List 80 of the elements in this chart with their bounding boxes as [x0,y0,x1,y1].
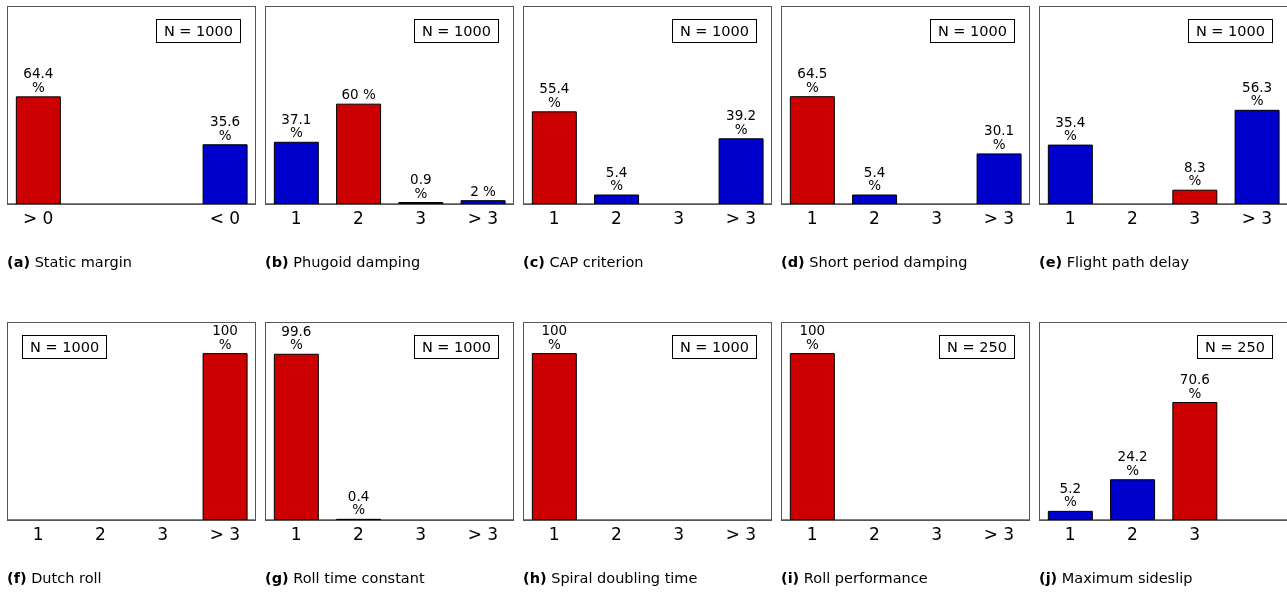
annotation: N = 1000 [413,335,499,359]
text: (g) Roll time constant [265,570,426,586]
x-tick-label: 2 [868,208,880,229]
x-tick-label: 1 [1064,208,1076,229]
x-tick-label: 3 [673,524,685,545]
x-tick-label: 3 [157,524,169,545]
annotation: N = 1000 [671,335,757,359]
x-tick-label: 3 [415,524,427,545]
text: (b) Phugoid damping [265,254,422,270]
data-label: 8.3 % [1184,158,1206,189]
data-label: 37.1 % [281,110,312,141]
data-label: 2 % [470,182,497,199]
data-label: 5.2 % [1059,479,1082,510]
x-tick-label: 2 [352,208,364,229]
x-tick-label: > 3 [725,524,757,545]
data-label: 5.4 % [863,163,886,194]
x-tick-label: > 3 [467,524,499,545]
x-tick-label: 2 [94,524,106,545]
text: (c) CAP criterion [523,254,645,270]
x-tick-label: 3 [931,524,943,545]
x-tick-label: > 3 [1241,208,1273,229]
x-tick-label: 2 [610,208,622,229]
x-tick-label: 3 [1189,524,1201,545]
x-tick-label: > 3 [209,524,241,545]
x-tick-label: 2 [1126,208,1138,229]
data-label: 30.1 % [984,122,1015,152]
x-tick-label: > 0 [22,208,54,229]
data-label: 56.3 % [1242,78,1273,109]
text: N = 1000 [1187,19,1273,43]
text: (j) Maximum sideslip [1039,570,1194,586]
text: N = 1000 [413,19,499,43]
data-label: 35.4 % [1055,113,1086,144]
x-tick-label: 1 [806,524,818,545]
x-tick-label: 2 [1126,524,1138,545]
x-tick-label: > 3 [467,208,499,229]
text: (i) Roll performance [781,570,929,586]
x-tick-label: > 3 [725,208,757,229]
text: N = 1000 [671,19,757,43]
x-tick-label: 3 [415,208,427,229]
data-label: 100 % [541,322,568,352]
text: (a) Static margin [7,254,133,270]
x-tick-label: 1 [290,208,302,229]
text: (e) Flight path delay [1039,254,1190,270]
text: (d) Short period damping [781,254,969,270]
text: (h) Spiral doubling time [523,570,699,586]
annotation: N = 1000 [22,335,108,359]
x-tick-label: 3 [1189,208,1201,229]
data-label: 0.4 % [347,487,370,518]
data-label: 64.4 % [23,65,54,95]
x-tick-label: 2 [610,524,622,545]
data-label: 35.6 % [210,113,241,143]
text: (f) Dutch roll [7,570,103,586]
data-label: 64.5 % [797,65,828,95]
data-label: 99.6 % [281,322,312,353]
data-label: 0.9 % [410,171,432,201]
data-label: 5.4 % [605,163,628,194]
text: N = 250 [1197,335,1273,359]
x-tick-label: 1 [290,524,302,545]
text: N = 1000 [929,19,1015,43]
data-label: 55.4 % [539,80,570,110]
data-label: 100 % [799,322,826,352]
x-tick-label: > 3 [983,524,1015,545]
x-tick-label: 1 [32,524,44,545]
data-label: 70.6 % [1179,371,1210,401]
x-tick-label: 2 [352,524,364,545]
x-tick-label: < 0 [209,208,241,229]
x-tick-label: 3 [931,208,943,229]
x-tick-label: 3 [673,208,685,229]
data-label: 60 % [341,86,376,103]
data-label: 39.2 % [726,107,757,137]
x-tick-label: 1 [806,208,818,229]
data-label: 24.2 % [1117,448,1148,478]
annotation: N = 250 [939,335,1015,359]
x-tick-label: > 3 [983,208,1015,229]
text: N = 1000 [155,19,241,43]
data-label: 100 % [212,322,238,352]
x-tick-label: 1 [1064,524,1076,545]
x-tick-label: 2 [868,524,880,545]
x-tick-label: 1 [548,524,560,545]
x-tick-label: 1 [548,208,560,229]
